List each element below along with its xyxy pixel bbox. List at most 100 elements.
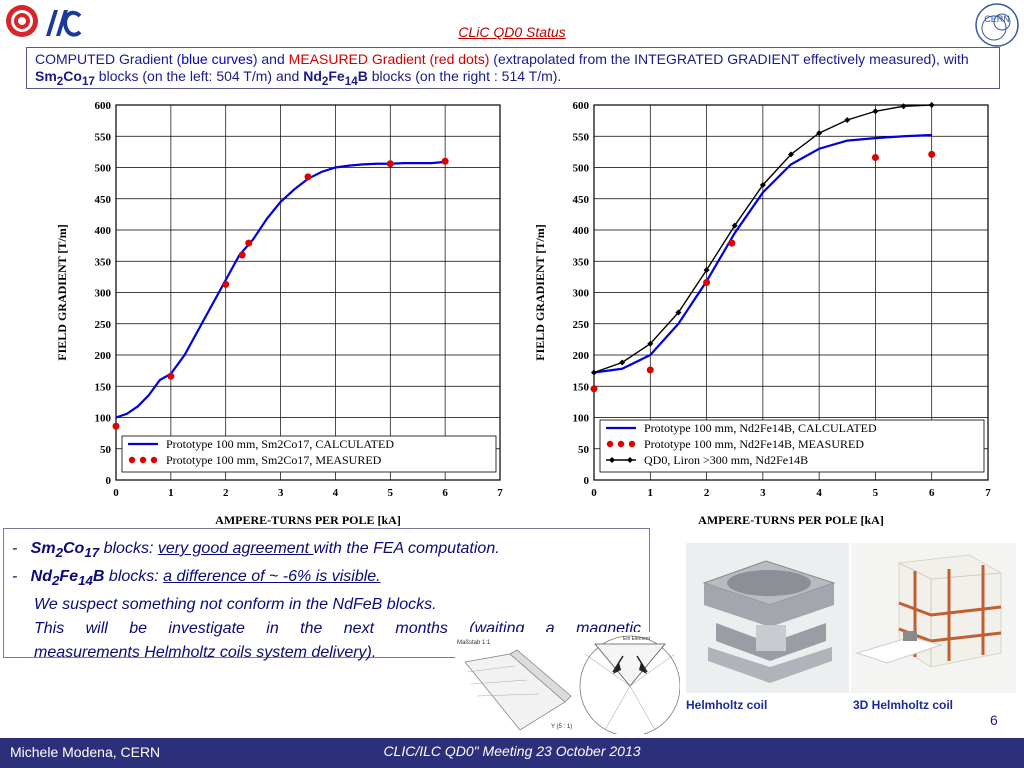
description-box: COMPUTED Gradient (blue curves) and MEAS… — [26, 47, 1000, 89]
material-sm: Sm — [35, 68, 57, 84]
ilc-logo-icon — [46, 10, 82, 37]
x-tick-label: 4 — [816, 487, 822, 499]
chart-sm2co17: 0 1 2 3 4 5 6 7 0 50 100 150 200 250 300 350 400 450 500 55… — [55, 100, 503, 526]
y-tick-label: 450 — [573, 194, 590, 206]
series-point — [928, 150, 936, 158]
note-sub: 2 — [55, 545, 63, 561]
series-point — [871, 154, 879, 161]
sketch-label-left: Maßstab 1:1 — [457, 640, 491, 646]
x-tick-label: 3 — [760, 487, 766, 499]
series-point — [816, 130, 823, 137]
series-point — [759, 182, 766, 188]
note-text: with the FEA computation. — [313, 540, 500, 557]
description-text: blocks (on the right : 514 T/m). — [367, 68, 562, 84]
note-sub: 17 — [84, 545, 100, 561]
material-nd: Nd — [303, 68, 322, 84]
series-point — [591, 369, 597, 376]
y-tick-label: 0 — [106, 475, 112, 487]
legend-box — [121, 435, 497, 473]
legend-label: Prototype 100 mm, Sm2Co17, MEASURED — [166, 453, 382, 467]
material-sub: 2 — [321, 74, 329, 88]
series-point — [441, 157, 449, 165]
helmholtz-coil-photo — [686, 543, 849, 693]
x-tick-label: 2 — [704, 487, 710, 499]
footer-meeting: CLIC/ILC QD0" Meeting 23 October 2013 — [383, 743, 641, 759]
note-text: blocks: — [99, 540, 158, 557]
page-number: 6 — [990, 712, 998, 728]
x-tick-label: 6 — [442, 487, 448, 499]
legend-marker — [628, 440, 636, 448]
legend-marker — [150, 456, 158, 464]
x-tick-label: 1 — [648, 487, 654, 499]
x-axis-label: AMPERE-TURNS PER POLE [kA] — [215, 513, 401, 526]
y-tick-label: 350 — [573, 256, 590, 268]
x-tick-label: 6 — [929, 487, 935, 499]
series-point — [238, 251, 246, 259]
y-tick-label: 50 — [578, 444, 590, 456]
sketch-label-top: Ein Element — [623, 636, 651, 642]
cern-logo-icon: CERN — [975, 3, 1019, 47]
series-point — [872, 108, 879, 115]
legend-label: Prototype 100 mm, Nd2Fe14B, CALCULATED — [644, 421, 877, 435]
bullet-dash: - — [12, 540, 18, 557]
x-tick-label: 2 — [223, 487, 229, 499]
legend-marker — [617, 440, 625, 448]
footer-author: Michele Modena, CERN — [10, 744, 161, 760]
magnet-sketch-image: Maßstab 1:1 Ein Element Y (5 : 1) — [455, 632, 680, 734]
note-sm2co17: - Sm2Co17 blocks: very good agreement wi… — [12, 537, 641, 565]
note-material: B — [92, 568, 105, 586]
description-text: ) and — [252, 51, 289, 67]
series-point — [788, 151, 794, 158]
description-text: blocks (on the left: 504 T/m) and — [94, 68, 304, 84]
caption-3d-helmholtz-coil: 3D Helmholtz coil — [853, 698, 954, 712]
series-point — [675, 309, 682, 316]
note-material: Sm — [30, 540, 56, 557]
y-tick-label: 550 — [95, 131, 112, 143]
sketch-label-right: Y (5 : 1) — [551, 724, 572, 730]
material-sub: 17 — [81, 74, 95, 88]
legend-marker — [128, 456, 136, 464]
series-point — [728, 239, 736, 247]
series-line — [593, 133, 932, 374]
description-text: COMPUTED Gradient ( — [35, 51, 182, 67]
note-material: Fe — [59, 568, 79, 586]
series-point — [647, 340, 654, 347]
material-sub: 2 — [56, 74, 64, 88]
x-tick-label: 1 — [168, 487, 174, 499]
footer-bar — [0, 738, 1024, 768]
note-underlined: very good agreement — [157, 540, 314, 557]
x-tick-label: 5 — [873, 487, 879, 499]
legend-marker — [627, 457, 633, 463]
y-tick-label: 250 — [573, 319, 590, 331]
plot-frame — [115, 104, 501, 481]
x-tick-label: 0 — [113, 487, 119, 499]
y-tick-label: 300 — [95, 288, 112, 300]
clic-logo-icon — [6, 5, 38, 37]
note-measurements: measurements Helmholtz coils system deli… — [34, 644, 377, 662]
series-point — [844, 117, 851, 123]
y-tick-label: 50 — [100, 444, 112, 456]
notes-box: - Sm2Co17 blocks: very good agreement wi… — [3, 528, 650, 661]
y-tick-label: 200 — [573, 350, 590, 362]
plot-frame — [593, 104, 989, 481]
series-point — [731, 222, 738, 229]
series-point — [928, 102, 935, 108]
series-point — [703, 279, 711, 286]
description-red: MEASURED Gradient (red dots) — [288, 51, 490, 67]
x-tick-label: 7 — [985, 487, 991, 499]
y-tick-label: 550 — [573, 131, 590, 143]
material-sub: 14 — [344, 74, 358, 88]
legend-box — [599, 419, 985, 473]
series-point — [245, 239, 253, 247]
note-nd2fe14b: - Nd2Fe14B blocks: a difference of ~ -6%… — [12, 565, 641, 593]
material-fe: Fe — [328, 68, 345, 84]
series-point — [590, 385, 598, 393]
note-material: Co — [63, 540, 85, 557]
note-material: Nd — [30, 568, 52, 586]
y-tick-label: 500 — [573, 163, 590, 175]
legend-label: Prototype 100 mm, Nd2Fe14B, MEASURED — [644, 437, 864, 451]
series-point — [646, 366, 654, 374]
y-tick-label: 100 — [95, 413, 112, 425]
3d-helmholtz-coil-photo — [851, 543, 1016, 693]
y-tick-label: 600 — [95, 100, 112, 112]
